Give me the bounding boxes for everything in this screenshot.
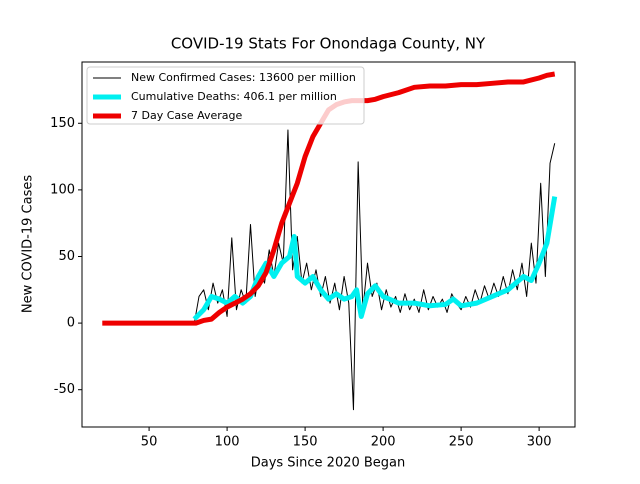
y-tick-label: 150 <box>50 116 75 131</box>
y-tick-label: 50 <box>58 249 75 264</box>
chart-title: COVID-19 Stats For Onondaga County, NY <box>171 35 486 53</box>
y-axis-label: New COVID-19 Cases <box>21 175 36 313</box>
x-tick-label: 200 <box>371 435 396 450</box>
plot-frame <box>81 61 576 428</box>
x-tick-label: 250 <box>449 435 474 450</box>
x-tick-label: 100 <box>215 435 240 450</box>
x-axis-label: Days Since 2020 Began <box>251 456 406 471</box>
x-tick-label: 50 <box>141 435 158 450</box>
series-line <box>192 196 558 321</box>
y-tick-label: -50 <box>54 382 75 397</box>
legend-label: 7 Day Case Average <box>131 109 243 122</box>
legend-label: New Confirmed Cases: 13600 per million <box>131 71 356 84</box>
series-line <box>102 71 556 326</box>
series-line <box>193 129 556 411</box>
legend-label: Cumulative Deaths: 406.1 per million <box>131 90 337 103</box>
x-tick-label: 150 <box>293 435 318 450</box>
y-tick-label: 0 <box>67 316 75 331</box>
x-tick-label: 300 <box>527 435 552 450</box>
y-tick-label: 100 <box>50 182 75 197</box>
legend-box <box>86 66 365 125</box>
legend: New Confirmed Cases: 13600 per million Cu… <box>86 66 365 125</box>
